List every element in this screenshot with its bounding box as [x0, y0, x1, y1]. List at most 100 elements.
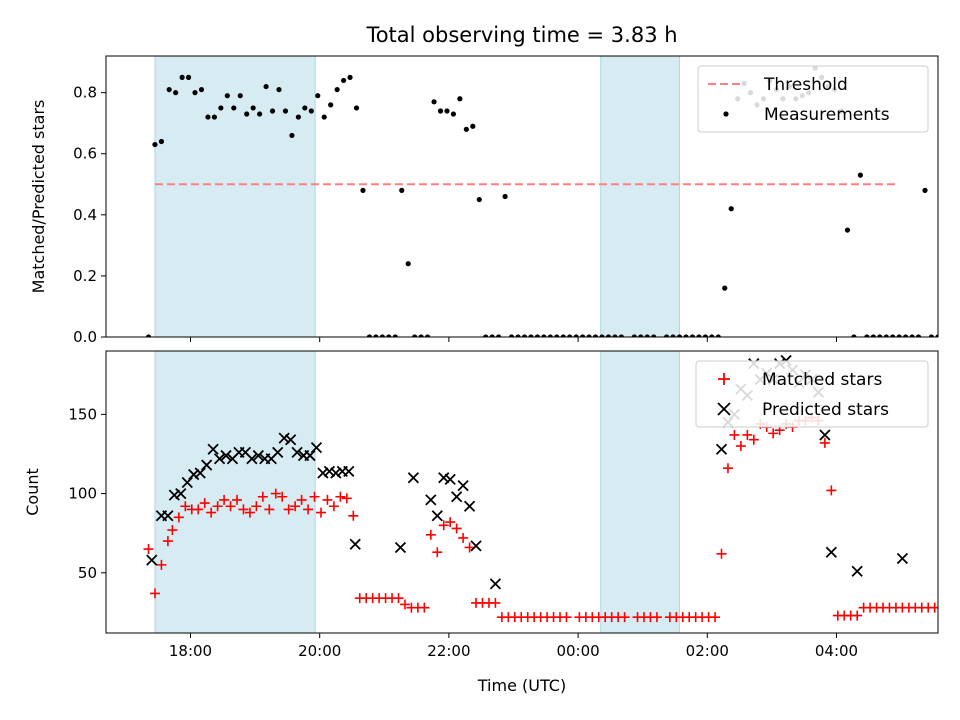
- legend-entry-label: Predicted stars: [762, 400, 889, 420]
- y-tick-label: 150: [68, 405, 97, 423]
- measurement-point: [554, 334, 560, 337]
- predicted-point: [284, 434, 297, 446]
- matched-point: [303, 504, 314, 515]
- measurement-point: [515, 334, 521, 337]
- y-tick-label: 100: [68, 485, 97, 503]
- matched-point: [768, 428, 779, 439]
- predicted-point: [457, 480, 469, 492]
- matched-point: [445, 517, 456, 528]
- x-tick-label: 02:00: [686, 642, 729, 660]
- measurement-point: [909, 334, 915, 337]
- matched-point: [419, 602, 430, 613]
- y-tick-label: 0.2: [73, 267, 97, 285]
- matched-point: [290, 501, 301, 512]
- measurement-point: [496, 334, 502, 337]
- predicted-point: [489, 578, 502, 590]
- predicted-point: [291, 446, 303, 459]
- matched-point: [309, 491, 320, 502]
- measurement-point: [198, 86, 205, 93]
- measurement-point: [722, 285, 728, 291]
- legend-entry-label: Measurements: [764, 105, 890, 125]
- predicted-point: [323, 465, 336, 478]
- measurement-point: [599, 334, 605, 337]
- legend-entry-label: Matched stars: [762, 370, 882, 390]
- matched-point: [651, 612, 662, 623]
- measurement-point: [942, 334, 947, 339]
- matched-point: [283, 504, 294, 515]
- matched-point: [729, 429, 740, 440]
- measurement-point: [844, 227, 851, 233]
- measurement-point: [179, 74, 185, 80]
- measurement-point: [955, 334, 960, 339]
- measurement-point: [664, 334, 670, 337]
- top-panel: 0.0 0.2 0.4 0.6 0.8 Matched/Predicted stars To…: [29, 23, 960, 346]
- matched-point: [432, 547, 443, 558]
- matched-point: [742, 429, 753, 440]
- measurement-point: [450, 111, 457, 117]
- measurement-point: [580, 334, 586, 337]
- measurement-point: [244, 111, 250, 117]
- measurement-point: [560, 334, 566, 337]
- measurement-point: [218, 105, 224, 111]
- measurement-point: [412, 334, 418, 337]
- y-axis-label: Matched/Predicted stars: [29, 100, 48, 294]
- measurement-point: [870, 334, 876, 337]
- measurement-point: [567, 334, 573, 337]
- measurement-point: [321, 114, 327, 120]
- measurement-point: [670, 334, 676, 337]
- matched-point: [716, 548, 727, 559]
- axes-frame: [105, 350, 939, 634]
- predicted-point: [168, 489, 180, 501]
- matched-point: [156, 559, 167, 570]
- measurement-point: [618, 334, 624, 337]
- measurement-point: [211, 114, 218, 120]
- matched-point: [232, 494, 243, 505]
- matched-point: [735, 441, 746, 452]
- measurement-point: [521, 334, 528, 337]
- predicted-point: [349, 538, 361, 550]
- measurement-point: [353, 105, 360, 111]
- legend: Threshold Measurements: [697, 65, 929, 133]
- measurement-point: [489, 334, 495, 337]
- predicted-point: [444, 473, 456, 485]
- measurement-point: [709, 334, 715, 337]
- measurement-point: [237, 93, 243, 99]
- predicted-point: [470, 540, 482, 552]
- measurement-point: [702, 334, 708, 337]
- legend-matched-swatch: [718, 373, 730, 385]
- measurement-point: [276, 86, 282, 93]
- predicted-point: [194, 467, 206, 479]
- measurement-point: [308, 108, 314, 114]
- measurement-point: [158, 138, 165, 145]
- matched-point: [257, 491, 268, 502]
- legend-predicted-swatch: [717, 402, 731, 416]
- measurement-point: [890, 334, 896, 337]
- measurement-point: [257, 111, 263, 117]
- predicted-point: [407, 472, 420, 484]
- measurement-point: [547, 334, 553, 337]
- predicted-point: [175, 487, 187, 500]
- measurement-point: [502, 193, 508, 200]
- measurement-point: [864, 334, 870, 337]
- measurement-point: [334, 86, 340, 93]
- x-tick-label: 20:00: [298, 642, 341, 660]
- matched-point: [251, 501, 262, 512]
- measurement-point: [424, 334, 431, 337]
- legend-box: [695, 360, 929, 428]
- measurement-point: [302, 105, 308, 111]
- matched-point: [929, 602, 938, 613]
- matched-point: [149, 588, 160, 599]
- measurement-point: [857, 172, 864, 178]
- measurement-point: [534, 334, 541, 337]
- predicted-point: [246, 453, 258, 465]
- measurement-point: [883, 334, 889, 337]
- y-tick-label: 0.8: [73, 84, 97, 102]
- matched-point: [225, 501, 236, 512]
- y-tick-label: 0.0: [73, 328, 97, 346]
- predicted-point: [463, 500, 476, 512]
- legend-measurement-swatch: [723, 111, 729, 117]
- matched-point: [949, 603, 959, 613]
- measurement-point: [928, 334, 935, 337]
- predicted-point: [330, 467, 342, 479]
- measurement-point: [612, 334, 618, 337]
